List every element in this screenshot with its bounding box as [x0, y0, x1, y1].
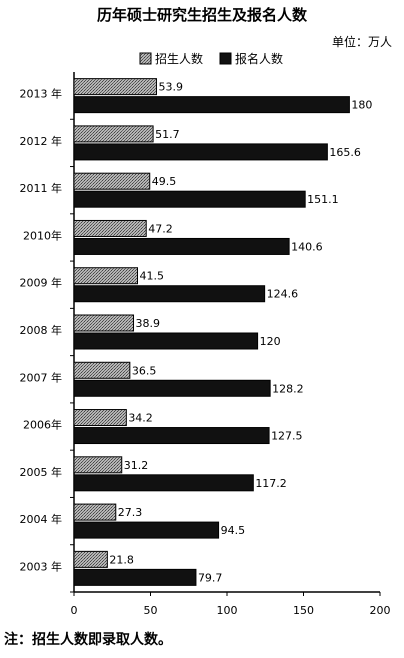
legend: 招生人数 报名人数 [139, 51, 283, 66]
y-tick-label-2: 2011 年 [20, 181, 63, 195]
data-label-applicants-1: 165.6 [329, 146, 361, 159]
bar-applicants-3 [73, 237, 290, 255]
data-label-enrolled-6: 36.5 [132, 364, 157, 377]
y-tick-label-0: 2013 年 [20, 87, 63, 101]
x-tick-label-3: 150 [293, 604, 314, 617]
bar-applicants-5 [73, 332, 259, 350]
y-tick-label-1: 2012 年 [20, 134, 63, 148]
data-label-enrolled-1: 51.7 [155, 128, 180, 141]
bar-applicants-7 [73, 427, 270, 445]
y-tick-label-8: 2005 年 [20, 465, 63, 479]
y-tick-label-3: 2010年 [23, 228, 62, 242]
data-label-enrolled-2: 49.5 [152, 175, 177, 188]
bar-enrolled-0 [73, 78, 157, 96]
data-label-applicants-4: 124.6 [267, 288, 299, 301]
bar-applicants-8 [73, 474, 254, 492]
data-label-applicants-9: 94.5 [221, 524, 246, 537]
legend-swatch-applicants [219, 52, 232, 65]
bar-applicants-4 [73, 285, 266, 303]
data-label-enrolled-7: 34.2 [128, 412, 153, 425]
bar-applicants-1 [73, 143, 328, 161]
data-label-applicants-6: 128.2 [272, 382, 304, 395]
data-label-enrolled-10: 21.8 [109, 553, 134, 566]
x-tick-label-1: 50 [144, 604, 158, 617]
data-label-applicants-0: 180 [351, 99, 372, 112]
data-label-applicants-2: 151.1 [307, 193, 339, 206]
bar-enrolled-2 [73, 172, 151, 190]
legend-swatch-enrolled [139, 52, 152, 65]
data-label-applicants-10: 79.7 [198, 571, 223, 584]
data-label-applicants-8: 117.2 [255, 477, 286, 490]
footnote: 注：招生人数即录取人数。 [4, 631, 172, 648]
bar-enrolled-8 [73, 456, 123, 474]
bar-enrolled-3 [73, 219, 147, 237]
data-label-enrolled-8: 31.2 [124, 459, 148, 472]
bar-enrolled-5 [73, 314, 135, 332]
legend-label-enrolled: 招生人数 [155, 51, 203, 66]
x-tick-label-0: 0 [71, 604, 78, 617]
bar-enrolled-7 [73, 409, 127, 427]
y-tick-label-7: 2006年 [23, 418, 62, 432]
bar-enrolled-9 [73, 503, 117, 521]
chart-title: 历年硕士研究生招生及报名人数 [97, 6, 308, 24]
bar-enrolled-10 [73, 550, 108, 568]
data-label-enrolled-3: 47.2 [148, 222, 173, 235]
y-tick-label-9: 2004 年 [20, 512, 63, 526]
data-label-applicants-7: 127.5 [271, 430, 303, 443]
x-tick-label-4: 200 [370, 604, 391, 617]
data-label-enrolled-4: 41.5 [139, 270, 164, 283]
data-label-enrolled-5: 38.9 [136, 317, 161, 330]
data-label-enrolled-0: 53.9 [158, 81, 183, 94]
bar-applicants-2 [73, 190, 306, 208]
y-tick-label-6: 2007 年 [20, 370, 63, 384]
unit-label: 单位：万人 [332, 34, 392, 49]
y-tick-label-5: 2008 年 [20, 323, 63, 337]
bar-applicants-10 [73, 568, 197, 586]
x-tick-label-2: 100 [217, 604, 238, 617]
data-label-applicants-5: 120 [260, 335, 281, 348]
data-label-enrolled-9: 27.3 [118, 506, 143, 519]
y-tick-label-4: 2009 年 [20, 276, 63, 290]
bar-applicants-0 [73, 96, 350, 114]
bar-enrolled-6 [73, 361, 131, 379]
bar-enrolled-4 [73, 267, 138, 285]
legend-label-applicants: 报名人数 [235, 51, 283, 66]
bar-applicants-9 [73, 521, 220, 539]
data-label-applicants-3: 140.6 [291, 240, 323, 253]
bar-enrolled-1 [73, 125, 154, 143]
bar-applicants-6 [73, 379, 271, 397]
plot-area: 0 50 100 150 200 2013 年 53.9 180 2012 年 51.7 165.6… [20, 72, 391, 617]
y-tick-label-10: 2003 年 [20, 559, 63, 573]
